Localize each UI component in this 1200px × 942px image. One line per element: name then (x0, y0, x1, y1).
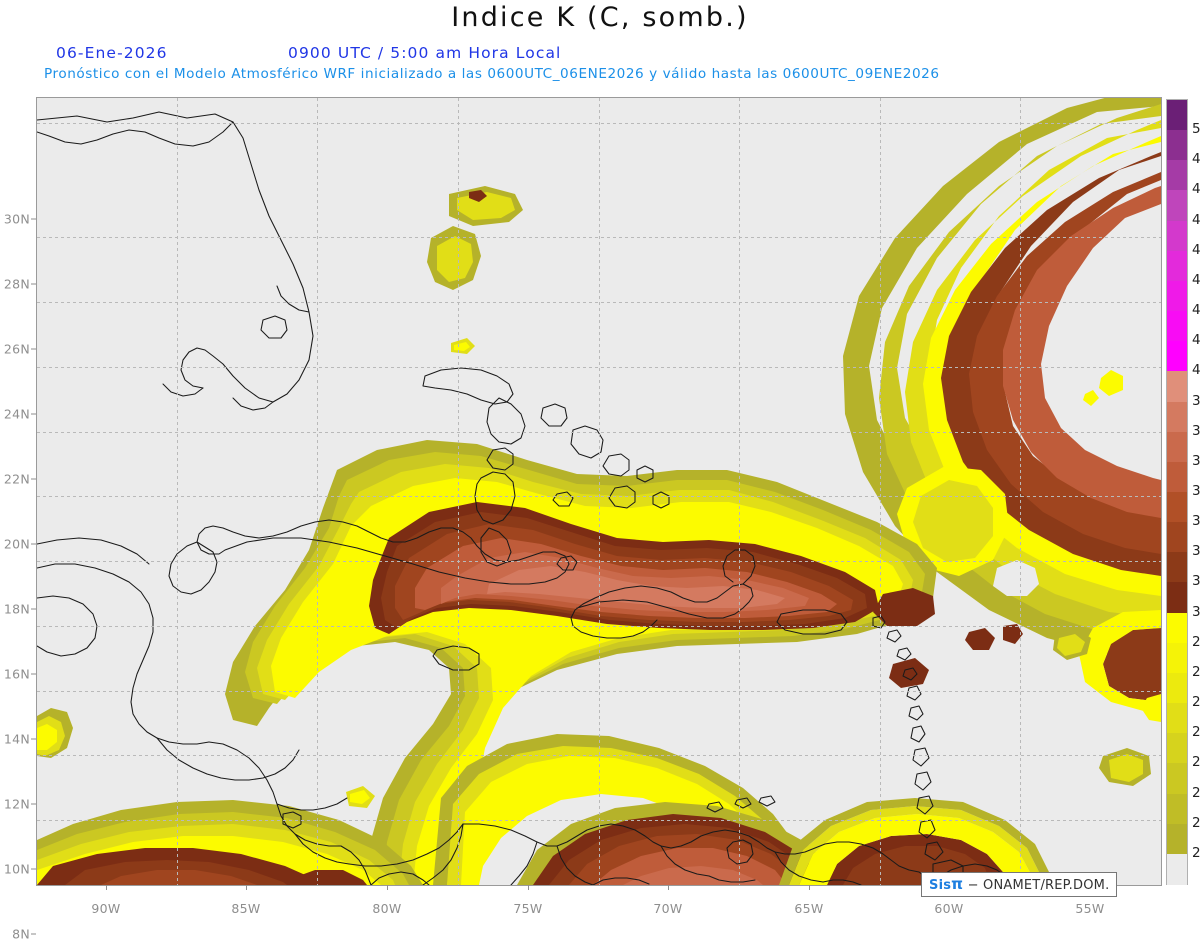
subtitle-line-2: Pronóstico con el Modelo Atmosférico WRF… (0, 66, 1200, 86)
colorbar-tick-label: 41.3 (1192, 332, 1200, 349)
colorbar-tick-label: 45.2 (1192, 241, 1200, 258)
agency-label: − ONAMET/REP.DOM. (967, 878, 1110, 893)
colorbar-tick-label: 30 (1192, 603, 1200, 620)
x-tick-label-90W: 90W (91, 901, 121, 916)
y-tick-label-16N: 16N (3, 666, 30, 682)
subtitle-line-1: 06-Ene-2026 0900 UTC / 5:00 am Hora Loca… (0, 44, 1200, 64)
y-tick-label-26N: 26N (3, 341, 30, 357)
y-tick-label-18N: 18N (3, 601, 30, 617)
colorbar-segment (1167, 703, 1187, 734)
colorbar-tick-label: 20 (1192, 844, 1200, 861)
colorbar-segment (1167, 763, 1187, 795)
colorbar-tick-label: 26.5 (1192, 694, 1200, 711)
colorbar-segment (1167, 582, 1187, 614)
x-tick-label-75W: 75W (513, 901, 543, 916)
colorbar-segment (1167, 612, 1187, 644)
forecast-time: 0900 UTC / 5:00 am Hora Local (288, 44, 562, 62)
colorbar-segment (1167, 793, 1187, 825)
y-tick-label-8N: 8N (12, 926, 30, 942)
colorbar-segment (1167, 311, 1187, 342)
y-tick-label-24N: 24N (3, 406, 30, 422)
colorbar-tick-label: 22.6 (1192, 784, 1200, 801)
colorbar-segment (1167, 341, 1187, 372)
colorbar-tick-label: 35.2 (1192, 483, 1200, 499)
coastline-overlay (37, 98, 1161, 885)
colorbar-tick-label: 25.2 (1192, 724, 1200, 741)
pi-symbol: π (951, 875, 964, 893)
y-axis: 30N 28N 26N 24N 22N 20N 18N 16N 14N 12N … (0, 97, 36, 942)
coastline-svg (37, 111, 1012, 885)
forecast-date: 06-Ene-2026 (56, 44, 168, 62)
colorbar-segment (1167, 431, 1187, 463)
colorbar-segment (1167, 672, 1187, 704)
y-tick-label-14N: 14N (3, 731, 30, 747)
y-tick-label-28N: 28N (3, 276, 30, 292)
colorbar-segment (1167, 401, 1187, 433)
forecast-model-note: Pronóstico con el Modelo Atmosférico WRF… (44, 66, 940, 82)
colorbar-segment (1167, 461, 1187, 493)
colorbar-tick-label: 39.1 (1192, 392, 1200, 409)
colorbar-segment (1167, 522, 1187, 553)
colorbar-tick-label: 46.5 (1192, 211, 1200, 228)
colorbar-tick-label: 32.6 (1192, 543, 1200, 560)
colorbar-tick-label: 33.9 (1192, 513, 1200, 530)
colorbar (1166, 99, 1188, 885)
colorbar-tick-label: 42.6 (1192, 302, 1200, 319)
page-title: Indice K (C, somb.) (451, 2, 749, 33)
colorbar-segment (1167, 250, 1187, 282)
colorbar-tick-label: 31.3 (1192, 573, 1200, 590)
colorbar-segment (1167, 642, 1187, 674)
colorbar-tick-label: 21.3 (1192, 814, 1200, 831)
colorbar-tick-label: 50 (1192, 121, 1200, 138)
x-tick-label-70W: 70W (653, 901, 683, 916)
colorbar-segment (1167, 853, 1187, 885)
x-tick-label-65W: 65W (794, 901, 824, 916)
colorbar-tick-label: 40 (1192, 362, 1200, 379)
colorbar-segment (1167, 552, 1187, 584)
colorbar-tick-label: 36.5 (1192, 452, 1200, 469)
colorbar-tick-label: 47.8 (1192, 181, 1200, 198)
colorbar-segment (1167, 733, 1187, 764)
colorbar-tick-label: 23.9 (1192, 754, 1200, 771)
colorbar-segment (1167, 100, 1187, 131)
colorbar-tick-label: 29.1 (1192, 633, 1200, 650)
map-plot-area (36, 97, 1162, 886)
x-tick-label-80W: 80W (372, 901, 402, 916)
y-tick-label-10N: 10N (3, 861, 30, 877)
attribution-box: Sisπ − ONAMET/REP.DOM. (921, 872, 1118, 897)
colorbar-segment (1167, 130, 1187, 161)
y-tick-label-30N: 30N (3, 211, 30, 227)
colorbar-segment (1167, 371, 1187, 403)
colorbar-tick-label: 43.9 (1192, 271, 1200, 288)
colorbar-segment (1167, 220, 1187, 252)
y-tick-label-20N: 20N (3, 536, 30, 552)
x-tick-label-85W: 85W (231, 901, 261, 916)
x-axis: 90W 85W 80W 75W 70W 65W 60W 55W (36, 885, 1160, 925)
sispi-label: Sis (929, 878, 952, 893)
y-tick-label-22N: 22N (3, 471, 30, 487)
x-tick-label-55W: 55W (1075, 901, 1105, 916)
x-tick-label-60W: 60W (934, 901, 964, 916)
colorbar-tick-label: 37.8 (1192, 422, 1200, 439)
colorbar-segment (1167, 280, 1187, 312)
colorbar-segment (1167, 190, 1187, 222)
y-tick-label-12N: 12N (3, 796, 30, 812)
colorbar-tick-label: 49.1 (1192, 151, 1200, 168)
colorbar-segment (1167, 823, 1187, 855)
colorbar-segment (1167, 160, 1187, 192)
colorbar-segment (1167, 492, 1187, 523)
colorbar-tick-label: 27.8 (1192, 663, 1200, 680)
map-gridlines (37, 98, 1161, 885)
